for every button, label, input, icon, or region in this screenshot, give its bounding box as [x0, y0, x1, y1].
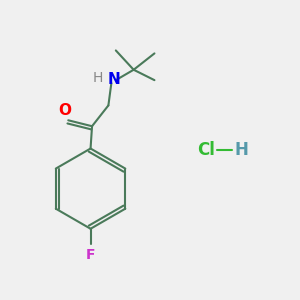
Text: Cl: Cl — [197, 141, 215, 159]
Text: H: H — [235, 141, 249, 159]
Text: O: O — [58, 103, 71, 118]
Text: N: N — [107, 72, 120, 87]
Text: F: F — [86, 248, 95, 262]
Text: H: H — [93, 71, 103, 85]
